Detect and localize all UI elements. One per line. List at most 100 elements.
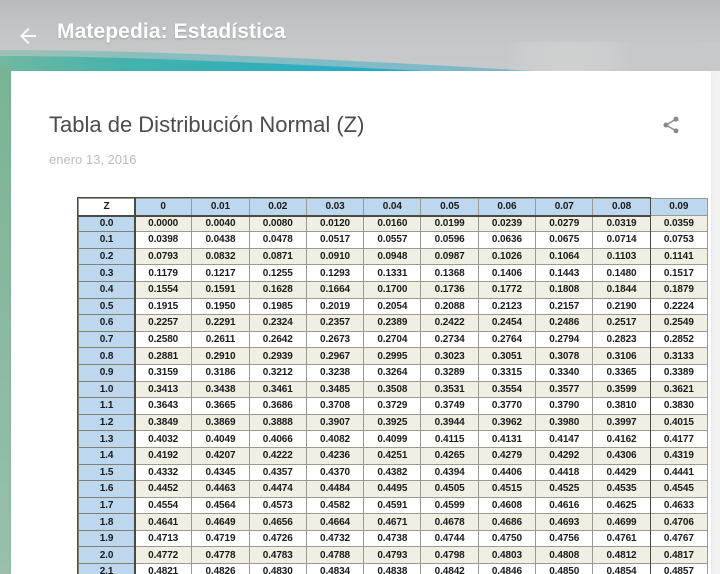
z-value-cell: 0.1 xyxy=(78,231,135,249)
table-cell: 0.4649 xyxy=(191,513,250,531)
header-cell-col-2: 0.02 xyxy=(248,198,307,216)
table-cell: 0.2823 xyxy=(592,330,651,349)
table-row: 0.1 0.0398 0.0438 0.0478 0.0517 0.0557 0.0596 0… xyxy=(78,231,708,249)
table-cell: 0.4265 xyxy=(420,446,479,465)
table-cell: 0.4162 xyxy=(592,430,651,448)
table-cell: 0.0675 xyxy=(535,231,594,249)
table-cell: 0.2794 xyxy=(535,330,594,349)
table-cell: 0.4812 xyxy=(592,546,651,565)
table-cell: 0.4850 xyxy=(535,563,594,574)
header-cell-col-8: 0.08 xyxy=(592,198,651,216)
header-cell-col-3: 0.03 xyxy=(305,198,365,216)
table-cell: 0.1331 xyxy=(363,264,422,282)
table-cell: 0.3485 xyxy=(305,380,365,399)
table-cell: 0.2881 xyxy=(133,347,193,365)
table-cell: 0.4236 xyxy=(305,446,365,465)
table-cell: 0.4671 xyxy=(363,513,422,531)
table-cell: 0.4772 xyxy=(133,546,193,565)
table-cell: 0.2422 xyxy=(420,314,479,332)
z-value-cell: 1.0 xyxy=(78,380,135,399)
z-value-cell: 0.9 xyxy=(78,363,135,382)
table-cell: 0.4817 xyxy=(649,546,708,565)
table-cell: 0.3389 xyxy=(649,363,708,382)
table-cell: 0.1064 xyxy=(535,247,594,266)
z-value-cell: 1.9 xyxy=(78,529,135,548)
table-cell: 0.4370 xyxy=(305,463,365,482)
table-cell: 0.4599 xyxy=(420,496,479,515)
table-cell: 0.1628 xyxy=(248,280,307,299)
table-cell: 0.4474 xyxy=(248,480,307,498)
table-cell: 0.4441 xyxy=(649,463,708,482)
table-cell: 0.4788 xyxy=(305,546,365,565)
table-cell: 0.1915 xyxy=(133,297,193,316)
table-cell: 0.2088 xyxy=(420,297,479,316)
table-cell: 0.2389 xyxy=(363,314,422,332)
table-cell: 0.4222 xyxy=(248,446,307,465)
table-cell: 0.3023 xyxy=(420,347,479,365)
header-cell-col-9: 0.09 xyxy=(649,198,708,216)
table-cell: 0.3238 xyxy=(305,363,365,382)
table-cell: 0.4761 xyxy=(592,529,651,548)
table-cell: 0.1141 xyxy=(649,247,708,266)
table-row: 1.3 0.4032 0.4049 0.4066 0.4082 0.4099 0.4115 0… xyxy=(78,430,708,448)
share-button[interactable] xyxy=(659,113,683,137)
table-row: 0.8 0.2881 0.2910 0.2939 0.2967 0.2995 0.3023 0… xyxy=(78,347,708,365)
table-cell: 0.3686 xyxy=(248,397,307,415)
table-cell: 0.1736 xyxy=(420,280,479,299)
table-cell: 0.4706 xyxy=(649,513,708,531)
z-value-cell: 1.5 xyxy=(78,463,135,482)
table-cell: 0.4664 xyxy=(305,513,365,531)
z-table-container: Z 0 0.01 0.02 0.03 0.04 0.05 0.06 0.07 0… xyxy=(77,196,708,574)
table-cell: 0.3365 xyxy=(592,363,651,382)
table-cell: 0.4192 xyxy=(133,446,193,465)
table-cell: 0.3997 xyxy=(592,413,651,432)
table-cell: 0.1808 xyxy=(535,280,594,299)
table-cell: 0.1844 xyxy=(592,280,651,299)
z-value-cell: 1.3 xyxy=(78,430,135,448)
z-value-cell: 1.6 xyxy=(78,480,135,498)
table-cell: 0.1480 xyxy=(592,264,651,282)
table-row: 1.9 0.4713 0.4719 0.4726 0.4732 0.4738 0.4744 0… xyxy=(78,529,708,548)
table-cell: 0.0160 xyxy=(363,214,422,233)
left-accent-rail xyxy=(0,66,11,574)
z-value-cell: 0.7 xyxy=(78,330,135,349)
table-cell: 0.3749 xyxy=(420,397,479,415)
table-cell: 0.4525 xyxy=(535,480,594,498)
table-cell: 0.2852 xyxy=(649,330,708,349)
table-cell: 0.3599 xyxy=(592,380,651,399)
table-row: 1.8 0.4641 0.4649 0.4656 0.4664 0.4671 0.4678 0… xyxy=(78,513,708,531)
table-cell: 0.3340 xyxy=(535,363,594,382)
table-cell: 0.4484 xyxy=(305,480,365,498)
table-cell: 0.4292 xyxy=(535,446,594,465)
header-cell-col-1: 0.01 xyxy=(191,198,250,216)
header-cell-col-7: 0.07 xyxy=(535,198,594,216)
table-cell: 0.3508 xyxy=(363,380,422,399)
table-cell: 0.0120 xyxy=(305,214,365,233)
table-cell: 0.4251 xyxy=(363,446,422,465)
table-cell: 0.2939 xyxy=(248,347,307,365)
table-header-row: Z 0 0.01 0.02 0.03 0.04 0.05 0.06 0.07 0… xyxy=(78,198,708,216)
table-cell: 0.2967 xyxy=(305,347,365,365)
table-cell: 0.4177 xyxy=(649,430,708,448)
table-cell: 0.3133 xyxy=(649,347,708,365)
table-cell: 0.0319 xyxy=(592,214,651,233)
table-cell: 0.0948 xyxy=(363,247,422,266)
card-right-gutter xyxy=(711,71,720,574)
z-value-cell: 0.6 xyxy=(78,314,135,332)
table-cell: 0.3944 xyxy=(420,413,479,432)
table-cell: 0.0636 xyxy=(477,231,537,249)
table-cell: 0.4803 xyxy=(477,546,537,565)
table-cell: 0.3051 xyxy=(477,347,537,365)
z-distribution-table: Z 0 0.01 0.02 0.03 0.04 0.05 0.06 0.07 0… xyxy=(78,198,708,574)
z-value-cell: 1.7 xyxy=(78,496,135,515)
back-button[interactable] xyxy=(10,18,46,54)
table-cell: 0.4332 xyxy=(133,463,193,482)
table-cell: 0.4452 xyxy=(133,480,193,498)
table-cell: 0.4115 xyxy=(420,430,479,448)
z-value-cell: 0.5 xyxy=(78,297,135,316)
table-cell: 0.4515 xyxy=(477,480,537,498)
table-cell: 0.2704 xyxy=(363,330,422,349)
z-value-cell: 2.0 xyxy=(78,546,135,565)
table-cell: 0.1255 xyxy=(248,264,307,282)
table-cell: 0.1103 xyxy=(592,247,651,266)
